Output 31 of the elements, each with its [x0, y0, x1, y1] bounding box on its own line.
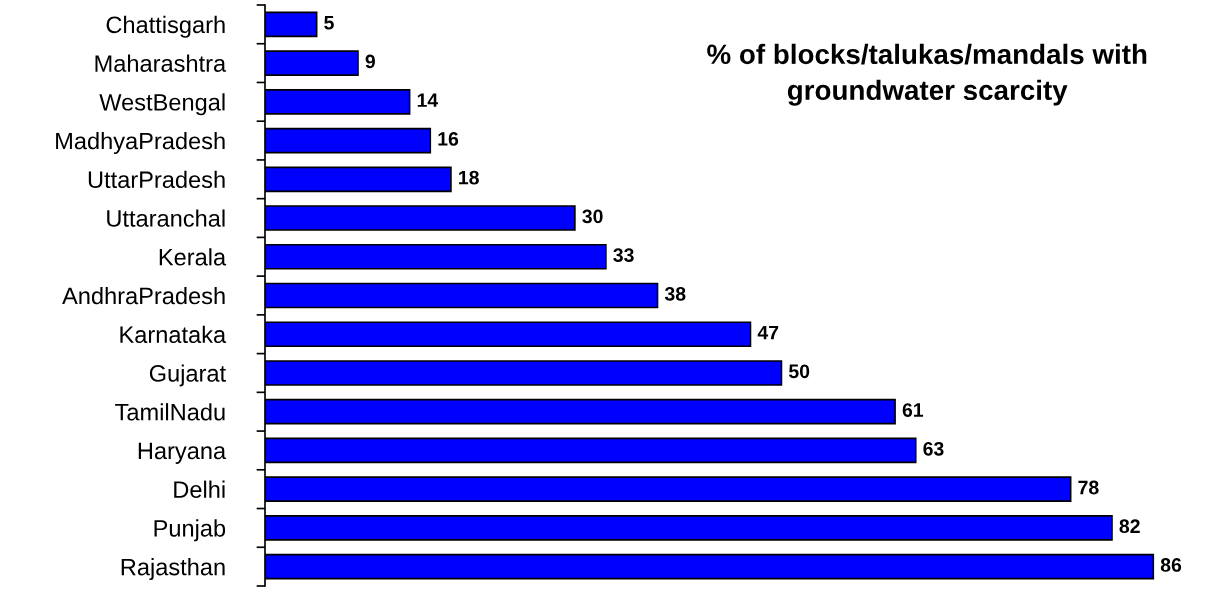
y-tick-label: Gujarat — [149, 364, 226, 387]
y-tick-label: UttarPradesh — [88, 170, 225, 189]
data-label: 14 — [417, 93, 439, 107]
y-tick-label: TamilNadu — [115, 403, 225, 421]
data-label: 5 — [324, 16, 334, 30]
data-label: 9 — [365, 54, 375, 69]
y-tick-label: Kerala — [159, 248, 227, 266]
data-label: 33 — [613, 248, 634, 263]
y-tick-label: Uttaranchal — [107, 209, 225, 227]
y-tick-label: Delhi — [174, 480, 225, 498]
data-label: 61 — [902, 403, 924, 417]
y-tick-label: MadhyaPradesh — [56, 132, 225, 155]
y-tick-label: AndhraPradesh — [62, 286, 225, 305]
data-label: 63 — [923, 441, 944, 456]
data-label: 86 — [1160, 558, 1182, 572]
data-label: 16 — [438, 132, 459, 146]
y-tick-label: Rajasthan — [121, 558, 225, 581]
y-tick-label: Maharashtra — [95, 54, 227, 72]
data-label: 38 — [664, 286, 686, 301]
data-label: 30 — [582, 209, 603, 224]
y-tick-label: WestBengal — [99, 93, 225, 116]
data-label: 82 — [1119, 519, 1140, 534]
data-label: 50 — [788, 364, 810, 379]
y-tick-label: Chattisgarh — [106, 15, 225, 38]
y-tick-label: Karnataka — [120, 325, 227, 344]
text: % of blocks/talukas/mandals with groundwater scarcity — [707, 43, 1147, 106]
y-tick-label: Punjab — [154, 519, 226, 542]
data-label: 47 — [757, 325, 779, 340]
y-tick-label: Haryana — [138, 442, 227, 464]
data-label: 18 — [459, 170, 479, 185]
data-label: 78 — [1078, 480, 1099, 495]
